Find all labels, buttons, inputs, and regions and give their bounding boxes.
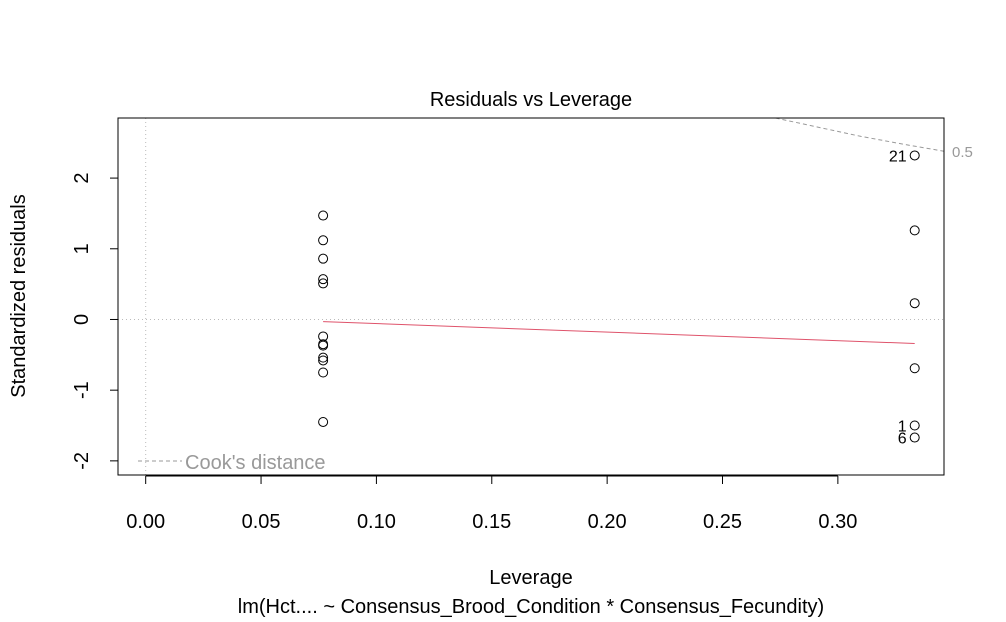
x-axis-label: Leverage [489,567,572,589]
x-axis: 0.00 0.05 0.10 0.15 0.20 0.25 0.30 [126,475,857,533]
data-point [318,274,329,285]
data-point [318,210,329,221]
point-label: 1 [898,419,907,436]
data-point [318,355,329,366]
data-point [909,420,920,431]
smooth-line-group [323,321,915,345]
data-point [909,298,920,309]
points-group [318,150,920,443]
data-point [909,363,920,374]
data-point [318,416,329,427]
point-labels-group: 21 16 [889,148,907,447]
smooth-line [323,321,915,345]
data-point [318,367,329,378]
data-point [318,235,329,246]
cooks-contour-label: 0.5 [952,144,973,161]
y-tick-label: 0 [71,314,93,325]
data-point [318,340,329,351]
y-tick-label: 2 [71,173,93,184]
y-tick-label: 1 [71,243,93,254]
x-tick-label: 0.00 [126,511,165,533]
data-point [909,432,920,443]
point-label: 21 [889,148,907,165]
x-tick-label: 0.10 [357,511,396,533]
x-tick-label: 0.05 [242,511,281,533]
y-axis-label: Standardized residuals [8,194,30,397]
x-tick-label: 0.30 [818,511,857,533]
data-point [318,278,329,289]
data-point [909,225,920,236]
cooks-distance-line [775,118,944,152]
point-label: 6 [898,431,907,448]
cooks-distance-contour [775,118,944,152]
x-tick-label: 0.15 [472,511,511,533]
x-tick-label: 0.25 [703,511,742,533]
chart-title: Residuals vs Leverage [430,89,632,111]
x-tick-label: 0.20 [588,511,627,533]
y-tick-label: -2 [71,452,93,470]
data-point [318,253,329,264]
reference-lines [118,118,944,475]
data-point [318,352,329,363]
plot-frame [117,117,945,476]
y-tick-label: -1 [71,381,93,399]
data-point [909,150,920,161]
chart-subtitle: lm(Hct.... ~ Consensus_Brood_Condition *… [238,596,824,618]
legend: Cook's distance [138,452,326,474]
y-axis: -2 -1 0 1 2 [71,173,119,470]
legend-label: Cook's distance [185,452,326,474]
